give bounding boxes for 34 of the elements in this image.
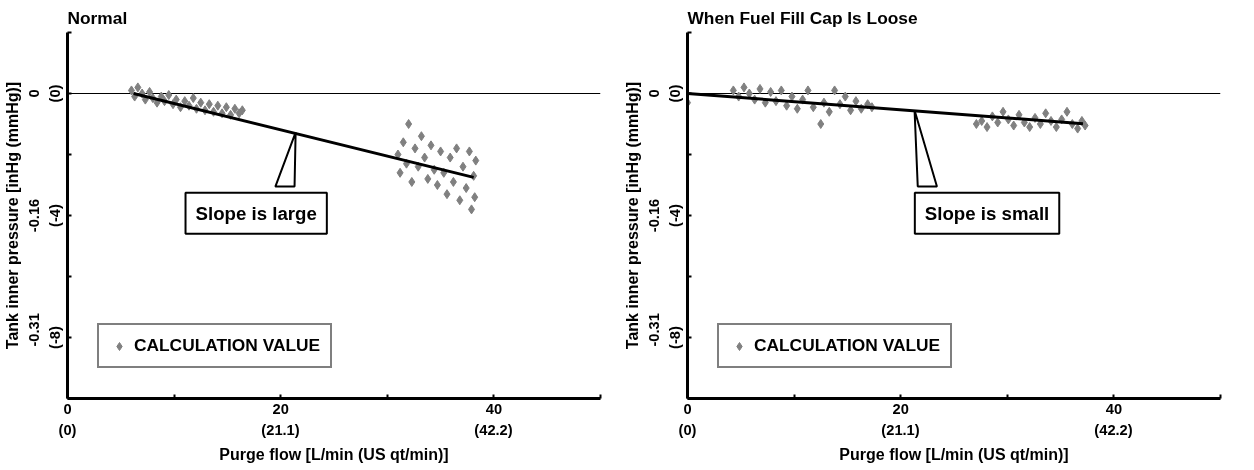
legend-label: CALCULATION VALUE [754,335,941,356]
annotation: Slope is small [924,202,1050,224]
y2-tick-label: (-8) [46,325,63,349]
x-axis-title: Purge flow [L/min (US qt/min)] [839,445,1069,463]
y2-tick-label: (-8) [666,325,683,349]
chart-title: When Fuel Fill Cap Is Loose [687,7,918,28]
x-axis-title: Purge flow [L/min (US qt/min)] [219,445,449,463]
y-tick-label: -0.31 [25,313,42,347]
legend-label: CALCULATION VALUE [134,335,321,356]
y2-tick-label: (-4) [46,203,63,227]
y-axis-title: Tank inner pressure [inHg (mmHg)] [3,81,21,350]
y2-tick-label: (-4) [666,203,683,227]
y-axis-title: Tank inner pressure [inHg (mmHg)] [623,81,641,350]
x-tick-label: 0 [63,400,72,417]
x2-tick-label: (0) [58,421,77,438]
y-tick-label: 0 [25,89,42,98]
x2-tick-label: (21.1) [881,421,920,438]
y-tick-label: -0.16 [645,198,662,233]
x2-tick-label: (42.2) [474,421,513,438]
x2-tick-label: (42.2) [1094,421,1133,438]
y2-tick-label: (0) [666,84,683,103]
y-tick-label: 0 [645,89,662,98]
x-tick-label: 20 [892,400,909,417]
x-tick-label: 20 [272,400,289,417]
y-tick-label: -0.31 [645,313,662,347]
x-tick-label: 40 [485,400,503,417]
x-tick-label: 0 [683,400,692,417]
x-tick-label: 40 [1105,400,1123,417]
x2-tick-label: (0) [678,421,697,438]
chart-title: Normal [67,7,128,28]
x2-tick-label: (21.1) [261,421,300,438]
y-tick-label: -0.16 [25,198,42,233]
y2-tick-label: (0) [46,84,63,103]
annotation: Slope is large [195,202,317,224]
